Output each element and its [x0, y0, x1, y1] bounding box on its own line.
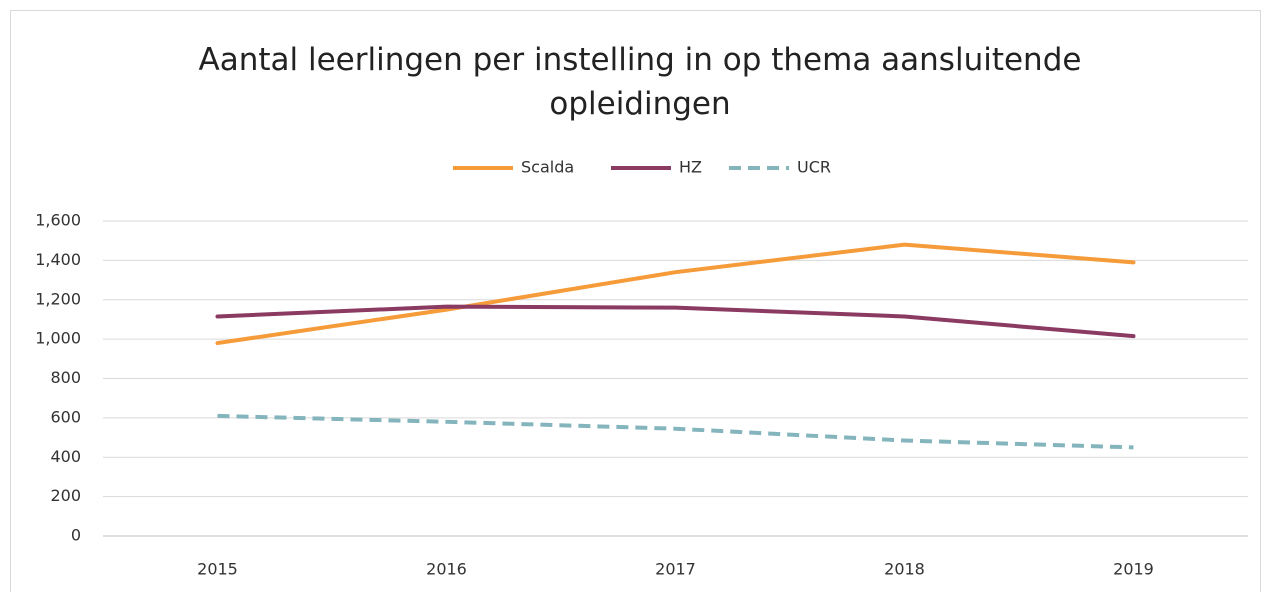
x-tick-label: 2016	[426, 560, 467, 579]
y-tick-label: 400	[50, 447, 81, 466]
legend-label: HZ	[679, 158, 702, 177]
y-tick-label: 1,400	[35, 250, 81, 269]
x-tick-label: 2015	[197, 560, 238, 579]
y-tick-label: 600	[50, 407, 81, 426]
y-tick-label: 800	[50, 368, 81, 387]
y-tick-label: 1,200	[35, 289, 81, 308]
line-series	[215, 304, 1136, 339]
chart-title: Aantal leerlingen per instelling in op t…	[198, 42, 1082, 122]
x-tick-label: 2019	[1113, 560, 1154, 579]
y-tick-label: 0	[71, 526, 81, 545]
x-tick-label: 2018	[884, 560, 925, 579]
x-tick-label: 2017	[655, 560, 696, 579]
legend-label: UCR	[797, 158, 831, 177]
legend-label: Scalda	[521, 158, 574, 177]
y-tick-label: 200	[50, 486, 81, 505]
line-series	[215, 242, 1136, 346]
y-tick-label: 1,600	[35, 211, 81, 230]
line-series	[217, 413, 1134, 450]
y-tick-label: 1,000	[35, 329, 81, 348]
chart-border	[10, 10, 1261, 592]
